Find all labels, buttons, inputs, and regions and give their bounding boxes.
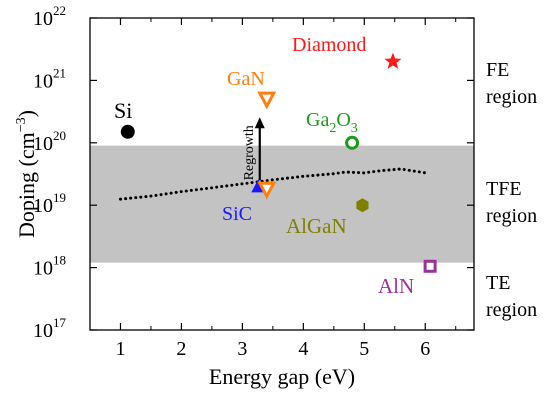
label-si: Si <box>114 98 132 123</box>
label-ga-o: Ga2O3 <box>306 109 358 136</box>
region-label-0-0: FE <box>486 59 509 81</box>
x-tick-label-1: 1 <box>115 338 125 360</box>
marker-ga-o <box>345 135 360 150</box>
region-label-0-1: region <box>486 86 537 108</box>
x-tick-label-3: 3 <box>237 338 247 360</box>
x-tick-label-4: 4 <box>298 338 308 360</box>
marker-gan-regrowth-base <box>257 181 277 200</box>
marker-si <box>120 124 135 139</box>
y-tick-label-18: 1018 <box>33 253 66 280</box>
x-tick-label-2: 2 <box>176 338 186 360</box>
regrowth-arrow-head <box>254 117 265 129</box>
x-axis-label: Energy gap (eV) <box>209 364 355 389</box>
region-label-2-1: region <box>486 299 537 321</box>
label-sic: SiC <box>222 203 252 225</box>
region-label-2-0: TE <box>486 272 510 294</box>
x-tick-label-6: 6 <box>420 338 430 360</box>
label-diamond: Diamond <box>292 34 366 56</box>
y-axis-label: Doping (cm−3) <box>14 110 39 238</box>
region-label-1-1: region <box>486 205 537 227</box>
region-label-1-0: TFE <box>486 178 522 200</box>
regrowth-label: Regrowth <box>242 125 257 180</box>
x-tick-label-5: 5 <box>359 338 369 360</box>
marker-gan <box>257 91 277 110</box>
y-tick-label-22: 1022 <box>33 3 66 30</box>
y-tick-label-19: 1019 <box>33 190 66 217</box>
label-aln: AlN <box>378 274 414 298</box>
label-algan: AlGaN <box>286 214 347 238</box>
marker-diamond <box>384 52 402 69</box>
tfe-boundary-curve <box>118 167 427 201</box>
label-gan: GaN <box>227 68 265 90</box>
tfe-shaded-band <box>90 145 474 263</box>
y-tick-label-17: 1017 <box>33 315 67 342</box>
y-tick-label-20: 1020 <box>33 128 66 155</box>
y-tick-label-21: 1021 <box>33 65 66 92</box>
plot-frame <box>89 17 475 331</box>
marker-algan <box>356 198 369 213</box>
marker-aln <box>423 259 437 273</box>
